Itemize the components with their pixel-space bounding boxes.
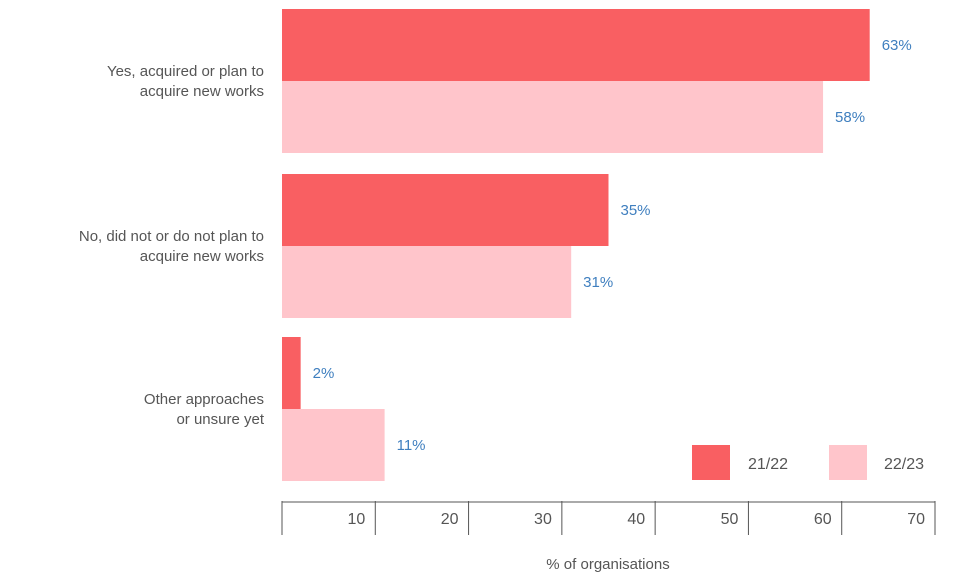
- value-label: 31%: [583, 274, 613, 291]
- value-label: 11%: [397, 437, 426, 454]
- value-label: 35%: [621, 202, 651, 219]
- bar-22-23: [282, 246, 572, 318]
- value-labels: 63% 58% 35% 31% 2% 11%: [313, 37, 912, 454]
- x-tick-label: 10: [347, 511, 365, 528]
- x-tick-label: 40: [627, 511, 645, 528]
- legend-label: 22/23: [884, 456, 924, 473]
- category-label: Yes, acquired or plan to acquire new work…: [107, 63, 264, 100]
- legend-swatch: [829, 445, 867, 480]
- value-label: 63%: [882, 37, 912, 54]
- value-label: 58%: [835, 109, 865, 126]
- value-label: 2%: [313, 365, 335, 382]
- x-tick-label: 50: [721, 511, 739, 528]
- legend-swatch: [692, 445, 730, 480]
- bar-22-23: [282, 409, 385, 481]
- x-tick-label: 60: [814, 511, 832, 528]
- x-axis: 10 20 30 40 50 60 70: [281, 501, 936, 535]
- category-label: No, did not or do not plan to acquire new…: [79, 228, 264, 265]
- category-label: Other approaches or unsure yet: [144, 391, 265, 428]
- x-tick-label: 70: [907, 511, 925, 528]
- x-axis-title: % of organisations: [546, 556, 669, 573]
- bar-21-22: [282, 174, 609, 246]
- category-labels: Yes, acquired or plan to acquire new work…: [79, 63, 265, 428]
- bar-21-22: [282, 337, 301, 409]
- bar-22-23: [282, 81, 824, 153]
- bars: [282, 9, 870, 481]
- x-tick-label: 30: [534, 511, 552, 528]
- bar-21-22: [282, 9, 870, 81]
- legend-label: 21/22: [748, 456, 788, 473]
- legend: 21/22 22/23: [692, 445, 924, 480]
- x-tick-label: 20: [441, 511, 459, 528]
